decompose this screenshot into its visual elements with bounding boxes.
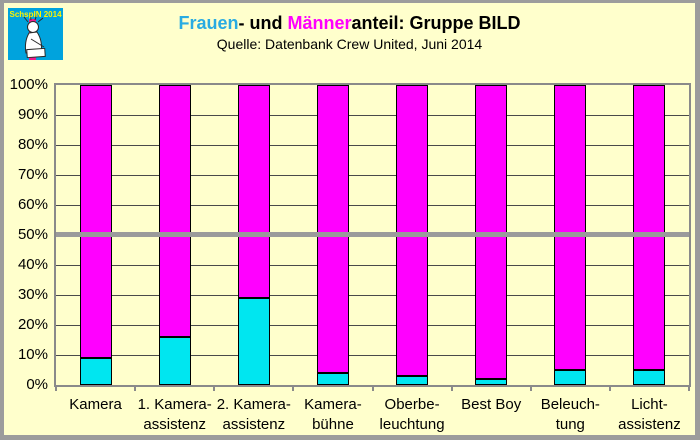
gridline-80 xyxy=(56,145,689,146)
x-axis-tick xyxy=(371,387,374,391)
category-label-5: Oberbe- leuchtung xyxy=(379,396,445,433)
x-axis-tick xyxy=(529,387,532,391)
title-part-2: Männer xyxy=(287,13,352,33)
männer-segment xyxy=(237,85,270,298)
x-axis-tick xyxy=(608,387,611,391)
plot-area xyxy=(54,83,691,387)
frauen-segment xyxy=(237,298,270,385)
category-label-4: Kamera- bühne xyxy=(304,396,362,433)
x-axis-tick xyxy=(292,387,295,391)
category-label-8: Licht- assistenz xyxy=(618,396,681,433)
stacked-bar-7 xyxy=(554,85,587,385)
category-label-7: Beleuch- tung xyxy=(540,396,600,433)
frauen-segment xyxy=(79,358,112,385)
männer-segment xyxy=(158,85,191,337)
x-axis-tick xyxy=(688,387,690,391)
x-axis-tick xyxy=(134,387,137,391)
category-label-6: Best Boy xyxy=(461,396,522,413)
frauen-segment xyxy=(475,379,508,385)
y-axis-tick-label: 40% xyxy=(17,256,48,273)
stacked-bar-5 xyxy=(396,85,429,385)
männer-segment xyxy=(316,85,349,373)
y-axis-tick-label: 80% xyxy=(17,136,48,153)
title-part-0: Frauen xyxy=(178,13,239,33)
y-axis-tick-label: 0% xyxy=(26,376,48,393)
title-part-3: anteil: Gruppe BILD xyxy=(351,13,521,33)
x-axis-tick xyxy=(450,387,453,391)
title-part-1: - und xyxy=(238,13,288,33)
männer-segment xyxy=(554,85,587,370)
stacked-bar-2 xyxy=(158,85,191,385)
gridline-60 xyxy=(56,205,689,206)
stacked-bar-1 xyxy=(79,85,112,385)
chart-header: Frauen- und Männeranteil: Gruppe BILD Qu… xyxy=(4,13,695,52)
gridline-30 xyxy=(56,295,689,296)
y-axis-tick-label: 100% xyxy=(9,76,48,93)
gridline-90 xyxy=(56,115,689,116)
category-label-2: 1. Kamera- assistenz xyxy=(137,396,212,433)
y-axis-tick-label: 20% xyxy=(17,316,48,333)
category-label-3: 2. Kamera- assistenz xyxy=(216,396,291,433)
frauen-segment xyxy=(396,376,429,385)
stacked-bar-3 xyxy=(237,85,270,385)
frauen-segment xyxy=(633,370,666,385)
frauen-segment xyxy=(158,337,191,385)
y-axis-tick-label: 60% xyxy=(17,196,48,213)
männer-segment xyxy=(79,85,112,358)
gridline-70 xyxy=(56,175,689,176)
x-axis-tick xyxy=(213,387,216,391)
y-axis-tick-label: 70% xyxy=(17,166,48,183)
logo-graphic xyxy=(8,8,63,60)
frauen-segment xyxy=(316,373,349,385)
gridline-10 xyxy=(56,355,689,356)
logo-text: SchspIN 2014 xyxy=(9,10,62,19)
stacked-bar-4 xyxy=(316,85,349,385)
y-axis-tick-label: 90% xyxy=(17,106,48,123)
y-axis-tick-label: 50% xyxy=(17,226,48,243)
page-subtitle: Quelle: Datenbank Crew United, Juni 2014 xyxy=(216,36,483,52)
gridline-40 xyxy=(56,265,689,266)
stacked-bar-8 xyxy=(633,85,666,385)
y-axis-tick-label: 10% xyxy=(17,346,48,363)
x-axis-tick xyxy=(55,387,57,391)
männer-segment xyxy=(633,85,666,370)
frauen-segment xyxy=(554,370,587,385)
gridline-20 xyxy=(56,325,689,326)
page-title: Frauen- und Männeranteil: Gruppe BILD xyxy=(4,13,695,34)
männer-segment xyxy=(396,85,429,376)
logo-figure xyxy=(23,13,46,59)
category-label-1: Kamera xyxy=(69,396,122,413)
y-axis-tick-label: 30% xyxy=(17,286,48,303)
schspin-logo: SchspIN 2014 xyxy=(8,8,63,60)
fifty-percent-reference-line xyxy=(56,232,689,237)
